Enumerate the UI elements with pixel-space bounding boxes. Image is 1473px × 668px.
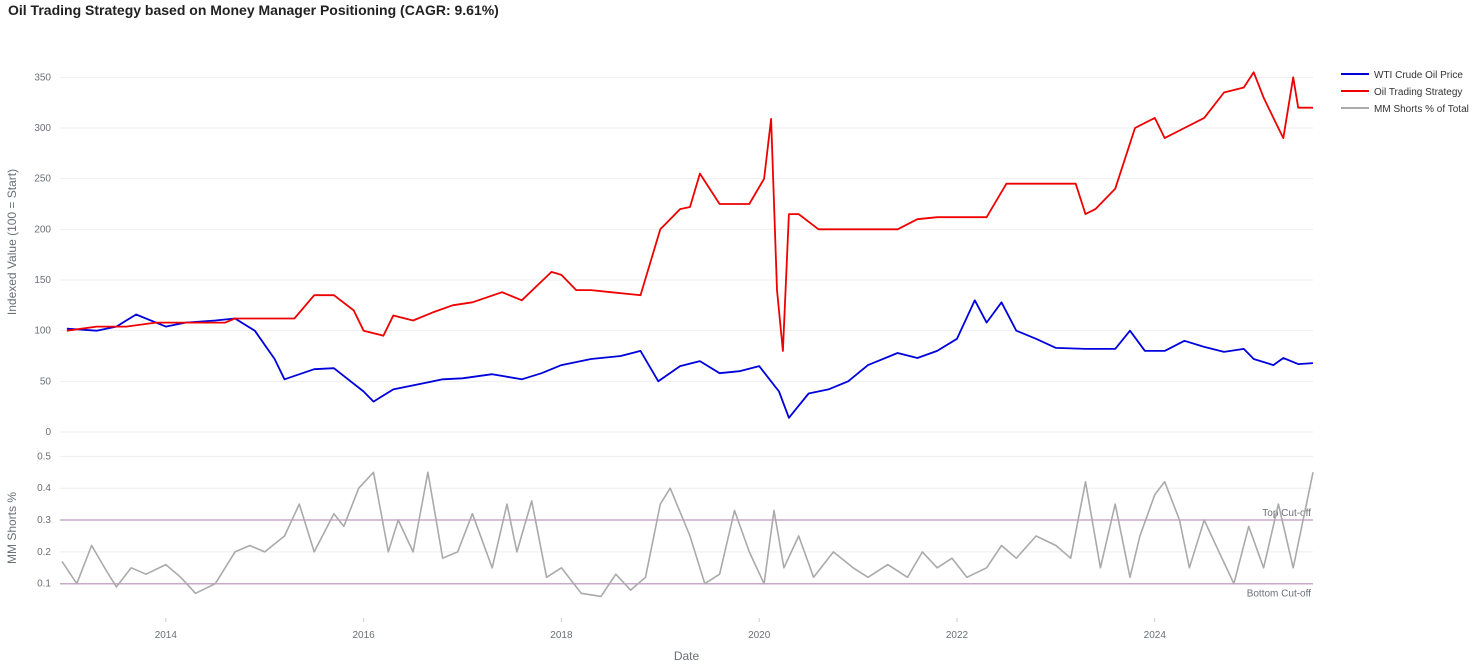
legend-label: MM Shorts % of Total (1374, 104, 1469, 115)
x-tick-label: 2022 (946, 630, 969, 641)
x-tick-label: 2020 (748, 630, 771, 641)
top-y-axis-title: Indexed Value (100 = Start) (5, 169, 19, 315)
x-axis-title: Date (674, 649, 700, 663)
top-panel-grid (60, 76, 1313, 433)
chart-title: Oil Trading Strategy based on Money Mana… (8, 2, 499, 18)
cutoff-lines: Top Cut-off Bottom Cut-off (60, 508, 1313, 600)
bottom-panel-y-ticks: 0.1 0.2 0.3 0.4 0.5 (37, 451, 51, 589)
wti-crude-oil-price-line (66, 299, 1314, 419)
bottom-y-tick-label: 0.5 (37, 451, 51, 462)
x-tick-label: 2024 (1144, 630, 1167, 641)
top-panel-y-ticks: 0 50 100 150 200 250 300 350 (34, 72, 51, 438)
top-panel-series (66, 71, 1314, 419)
top-y-tick-label: 50 (40, 376, 52, 387)
top-y-tick-label: 150 (34, 275, 51, 286)
bottom-panel-series (61, 471, 1314, 598)
top-y-tick-label: 200 (34, 224, 51, 235)
legend-label: Oil Trading Strategy (1374, 87, 1462, 98)
x-tick-label: 2014 (155, 630, 178, 641)
bottom-y-axis-title: MM Shorts % (5, 492, 19, 564)
bottom-y-tick-label: 0.4 (37, 483, 51, 494)
x-tick-label: 2016 (352, 630, 375, 641)
x-axis-ticks: 2014 2016 2018 2020 2022 2024 (155, 618, 1167, 641)
top-y-tick-label: 350 (34, 72, 51, 83)
top-y-tick-label: 250 (34, 174, 51, 185)
top-y-tick-label: 0 (45, 427, 51, 438)
bottom-y-tick-label: 0.1 (37, 579, 51, 590)
top-y-tick-label: 100 (34, 326, 51, 337)
legend: WTI Crude Oil Price Oil Trading Strategy M… (1341, 70, 1469, 115)
oil-trading-strategy-line (66, 71, 1313, 352)
legend-label: WTI Crude Oil Price (1374, 70, 1463, 81)
bottom-y-tick-label: 0.2 (37, 547, 51, 558)
bottom-y-tick-label: 0.3 (37, 515, 51, 526)
top-y-tick-label: 300 (34, 123, 51, 134)
cutoff-label: Bottom Cut-off (1247, 589, 1312, 600)
mm-shorts-line (61, 471, 1314, 598)
cutoff-label: Top Cut-off (1262, 508, 1311, 519)
x-tick-label: 2018 (550, 630, 573, 641)
